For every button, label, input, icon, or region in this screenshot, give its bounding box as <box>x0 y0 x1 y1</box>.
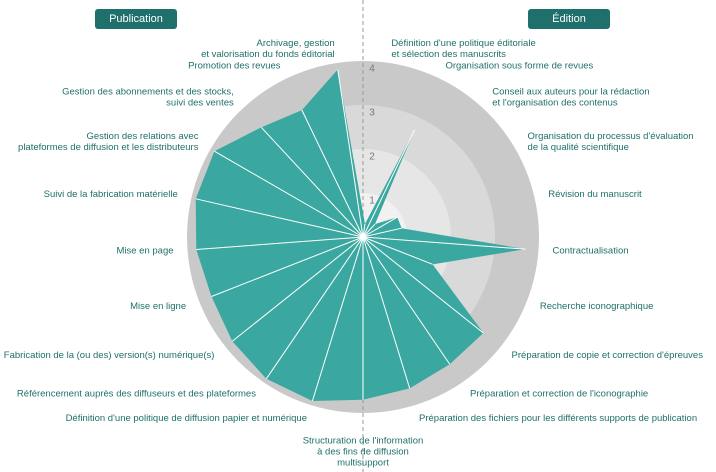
spoke <box>362 216 398 238</box>
category-label: Organisation sous forme de revues <box>445 60 593 71</box>
category-label: à des fins de diffusion <box>317 447 409 458</box>
category-label: Référencement auprès des diffuseurs et d… <box>17 389 256 400</box>
spoke <box>231 236 364 342</box>
category-label: Structuration de l'information <box>303 436 424 447</box>
group-label: Publication <box>109 13 163 25</box>
spoke <box>211 236 364 297</box>
category-label: Préparation et correction de l'iconograp… <box>470 389 648 400</box>
category-label: Mise en ligne <box>130 301 186 312</box>
y-tick-label: 4 <box>369 64 375 75</box>
category-label: et valorisation du fonds éditorial <box>201 49 335 60</box>
spoke <box>362 129 415 238</box>
y-tick-label: 1 <box>369 196 375 207</box>
spoke <box>311 236 364 402</box>
category-label: plateformes de diffusion et les distribu… <box>18 142 199 153</box>
group-label: Édition <box>552 12 586 25</box>
group-box <box>95 9 177 29</box>
category-label: Préparation des fichiers pour les différ… <box>419 413 697 424</box>
category-label: Préparation de copie et correction d'épr… <box>512 350 704 361</box>
category-label: de la qualité scientifique <box>528 142 629 153</box>
category-label: Fabrication de la (ou des) version(s) nu… <box>4 350 215 361</box>
category-label: multisupport <box>337 458 389 469</box>
spoke <box>196 236 364 250</box>
category-label: Contractualisation <box>552 246 628 257</box>
spoke <box>195 198 364 238</box>
category-label: Organisation du processus d'évaluation <box>528 131 694 142</box>
category-label: Gestion des relations avec <box>87 131 199 142</box>
spoke <box>362 236 451 365</box>
spoke <box>362 236 484 334</box>
spoke <box>362 227 402 238</box>
category-label: et l'organisation des contenus <box>492 98 618 109</box>
spoke <box>260 126 364 238</box>
category-label: Définition d'une politique éditoriale <box>391 38 535 49</box>
y-tick-label: 2 <box>369 152 375 163</box>
category-label: Mise en page <box>116 246 173 257</box>
spoke <box>362 236 433 265</box>
spoke <box>362 223 366 238</box>
category-label: Suivi de la fabrication matérielle <box>44 189 178 200</box>
spoke <box>362 236 411 389</box>
spoke <box>362 236 526 250</box>
category-label: Archivage, gestion <box>257 38 335 49</box>
group-box <box>528 9 610 29</box>
category-label: Promotion des revues <box>188 60 281 71</box>
spoke <box>362 223 376 238</box>
category-label: Révision du manuscrit <box>548 189 642 200</box>
y-tick-label: 3 <box>369 108 375 119</box>
category-label: Conseil aux auteurs pour la rédaction <box>492 87 649 98</box>
spoke <box>337 69 364 238</box>
category-label: Recherche iconographique <box>540 301 654 312</box>
category-label: suivi des ventes <box>166 98 234 109</box>
category-label: Gestion des abonnements et des stocks, <box>62 87 234 98</box>
category-label: Définition d'une politique de diffusion … <box>66 413 307 424</box>
spoke <box>214 150 364 238</box>
spoke <box>265 236 364 380</box>
category-label: et sélection des manuscrits <box>391 49 506 60</box>
spoke <box>301 109 364 238</box>
